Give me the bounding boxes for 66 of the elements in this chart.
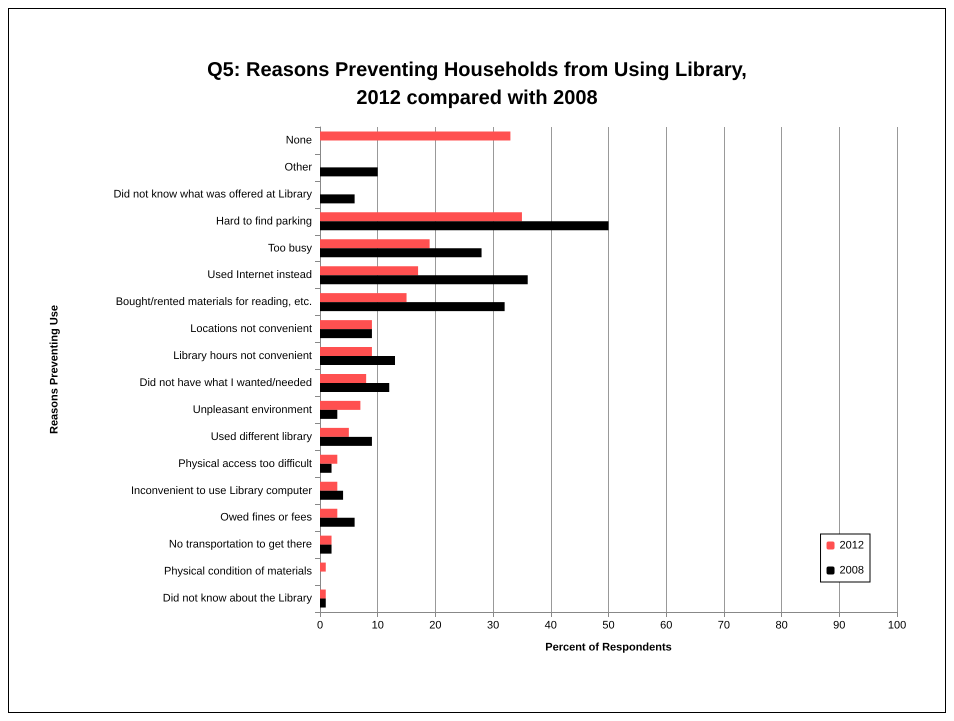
x-tick-label: 0 xyxy=(316,620,324,632)
y-tick-label: Other xyxy=(284,161,312,174)
y-tick-label: No transportation to get there xyxy=(168,538,312,551)
legend-label: 2012 xyxy=(840,540,864,552)
bar xyxy=(320,131,510,140)
bar xyxy=(320,347,372,356)
bar xyxy=(320,598,326,608)
bar xyxy=(320,382,390,392)
bar xyxy=(320,454,338,464)
y-tick-label: Library hours not convenient xyxy=(173,350,312,362)
chart-title: Q5: Reasons Preventing Households from Using Library, 2012 compared with 2008 xyxy=(207,59,747,109)
bar xyxy=(320,536,332,545)
bar xyxy=(320,490,344,500)
y-tick-label: Did not have what I wanted/needed xyxy=(140,376,312,389)
x-axis-title: Percent of Respondents xyxy=(545,642,672,654)
legend-label: 2008 xyxy=(840,564,864,576)
bar xyxy=(320,518,355,527)
y-axis-title: Reasons Preventing Use xyxy=(48,305,60,434)
x-tick-label: 60 xyxy=(660,620,672,632)
bar xyxy=(320,374,366,383)
y-tick-label: Used different library xyxy=(210,430,312,443)
bar xyxy=(320,482,338,491)
y-tick-label: Hard to find parking xyxy=(216,215,312,228)
y-tick-label: Did not know about the Library xyxy=(162,592,312,605)
bar xyxy=(320,356,396,366)
y-tick-label: Physical condition of materials xyxy=(164,566,312,578)
bar xyxy=(320,436,372,446)
y-tick-label: Physical access too difficult xyxy=(178,458,312,470)
bar xyxy=(320,266,418,276)
bar xyxy=(320,212,522,222)
y-tick-label: Used Internet instead xyxy=(207,269,312,282)
y-tick-label: Too busy xyxy=(268,242,312,254)
x-tick-label: 30 xyxy=(486,620,500,632)
y-tick-label: Locations not convenient xyxy=(190,323,312,336)
bar xyxy=(320,248,482,258)
bar xyxy=(320,167,378,176)
bar xyxy=(320,562,326,572)
bar xyxy=(320,464,332,473)
y-tick-label: Did not know what was offered at Library xyxy=(113,188,312,200)
bar xyxy=(320,221,608,230)
x-tick-label: 50 xyxy=(602,620,615,632)
y-tick-label: Owed fines or fees xyxy=(220,512,312,524)
bar xyxy=(320,410,338,419)
x-tick-label: 20 xyxy=(429,620,442,632)
x-tick-label: 80 xyxy=(775,620,788,632)
bar xyxy=(320,590,326,599)
x-tick-label: 100 xyxy=(888,620,906,632)
bar xyxy=(320,239,430,248)
y-tick-label: Bought/rented materials for reading, etc. xyxy=(116,296,312,308)
y-tick-label: Inconvenient to use Library computer xyxy=(131,484,312,497)
y-tick-label: None xyxy=(286,134,312,146)
x-tick-label: 90 xyxy=(833,620,846,632)
y-tick-label: Unpleasant environment xyxy=(192,404,312,416)
bar xyxy=(320,302,505,312)
x-tick-label: 10 xyxy=(372,620,384,632)
bar xyxy=(320,275,528,284)
bar xyxy=(320,320,372,330)
x-tick-label: 40 xyxy=(544,620,557,632)
bar xyxy=(320,508,338,518)
bar xyxy=(320,329,372,338)
bar xyxy=(320,544,332,554)
bar xyxy=(320,428,349,437)
x-tick-label: 70 xyxy=(718,620,730,632)
bar xyxy=(320,194,355,204)
bar xyxy=(320,400,360,410)
bar xyxy=(320,293,407,302)
